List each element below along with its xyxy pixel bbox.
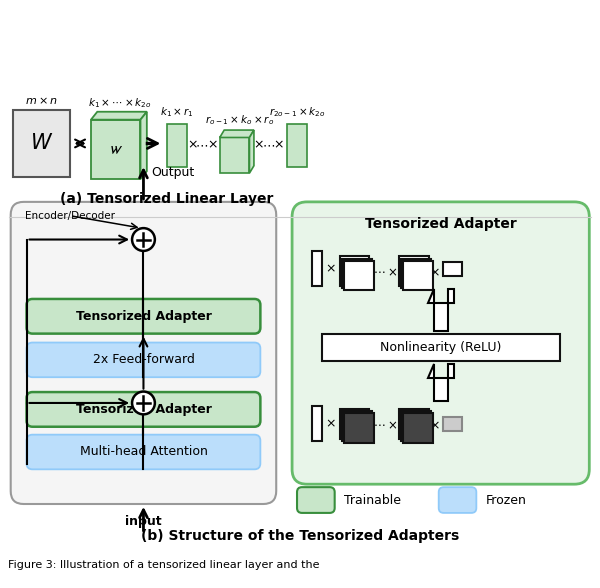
- FancyBboxPatch shape: [297, 487, 335, 513]
- Text: $k_1 \times r_1$: $k_1 \times r_1$: [160, 105, 194, 119]
- Text: $r_{o-1} \times k_o \times r_o$: $r_{o-1} \times k_o \times r_o$: [205, 113, 274, 126]
- Text: $\times$: $\times$: [187, 138, 197, 151]
- Text: $\times$: $\times$: [208, 138, 218, 151]
- Text: Output: Output: [151, 166, 194, 179]
- FancyBboxPatch shape: [26, 343, 260, 377]
- Text: $k_1 \times \cdots \times k_{2o}$: $k_1 \times \cdots \times k_{2o}$: [88, 96, 151, 110]
- Text: $\times$: $\times$: [253, 138, 264, 151]
- Text: $\times \cdots \times$: $\times \cdots \times$: [364, 267, 398, 280]
- Text: $W$: $W$: [30, 133, 53, 153]
- Polygon shape: [220, 130, 254, 138]
- Polygon shape: [91, 112, 147, 120]
- Text: $\cdots$: $\cdots$: [262, 138, 275, 151]
- Bar: [403, 260, 433, 290]
- Text: $\times$: $\times$: [430, 419, 440, 432]
- Text: Tensorized Adapter: Tensorized Adapter: [365, 216, 517, 230]
- Text: $\times$: $\times$: [325, 417, 336, 430]
- FancyBboxPatch shape: [11, 202, 276, 504]
- Circle shape: [132, 392, 155, 415]
- Bar: [312, 252, 322, 286]
- Bar: [167, 123, 187, 167]
- Polygon shape: [140, 112, 147, 179]
- Text: $\cdots$: $\cdots$: [196, 138, 208, 151]
- FancyBboxPatch shape: [292, 202, 589, 484]
- Bar: [287, 123, 307, 167]
- Text: Figure 3: Illustration of a tensorized linear layer and the: Figure 3: Illustration of a tensorized l…: [8, 560, 319, 570]
- FancyBboxPatch shape: [26, 392, 260, 427]
- Text: $\times$: $\times$: [430, 267, 440, 280]
- Bar: [443, 262, 463, 276]
- Bar: [403, 413, 433, 443]
- Text: $\times$: $\times$: [273, 138, 284, 151]
- Text: Nonlinearity (ReLU): Nonlinearity (ReLU): [380, 341, 502, 354]
- Bar: [443, 417, 463, 430]
- Bar: [344, 260, 374, 290]
- Text: Multi-head Attention: Multi-head Attention: [80, 446, 208, 459]
- Bar: [401, 259, 431, 288]
- Polygon shape: [220, 138, 250, 173]
- Text: Frozen: Frozen: [485, 493, 526, 506]
- Text: $r_{2o-1} \times k_{2o}$: $r_{2o-1} \times k_{2o}$: [269, 105, 325, 119]
- Text: input: input: [125, 515, 162, 529]
- Text: Trainable: Trainable: [344, 493, 401, 506]
- Text: $\times$: $\times$: [325, 263, 336, 276]
- Bar: [401, 411, 431, 441]
- Bar: [340, 409, 370, 439]
- Text: 2x Feed-forward: 2x Feed-forward: [92, 353, 194, 366]
- Polygon shape: [91, 120, 140, 179]
- Bar: [13, 110, 70, 177]
- Text: Encoder/Decoder: Encoder/Decoder: [25, 211, 115, 220]
- Bar: [342, 411, 371, 441]
- Bar: [342, 259, 371, 288]
- Text: Tensorized Adapter: Tensorized Adapter: [76, 403, 211, 416]
- Bar: [399, 256, 429, 286]
- Text: (b) Structure of the Tensorized Adapters: (b) Structure of the Tensorized Adapters: [141, 529, 459, 543]
- FancyBboxPatch shape: [439, 487, 476, 513]
- Text: $\times \cdots \times$: $\times \cdots \times$: [364, 419, 398, 432]
- Polygon shape: [250, 130, 254, 173]
- Bar: [312, 406, 322, 440]
- FancyBboxPatch shape: [26, 435, 260, 469]
- Text: $\mathcal{w}$: $\mathcal{w}$: [108, 141, 123, 158]
- Bar: [344, 413, 374, 443]
- Text: $m \times n$: $m \times n$: [25, 95, 58, 106]
- FancyBboxPatch shape: [26, 299, 260, 333]
- Bar: [340, 256, 370, 286]
- Text: (a) Tensorized Linear Layer: (a) Tensorized Linear Layer: [59, 192, 273, 206]
- Bar: [399, 409, 429, 439]
- Bar: [322, 333, 560, 362]
- Circle shape: [132, 228, 155, 251]
- Text: Tensorized Adapter: Tensorized Adapter: [76, 310, 211, 323]
- Polygon shape: [428, 289, 454, 330]
- Polygon shape: [428, 365, 454, 401]
